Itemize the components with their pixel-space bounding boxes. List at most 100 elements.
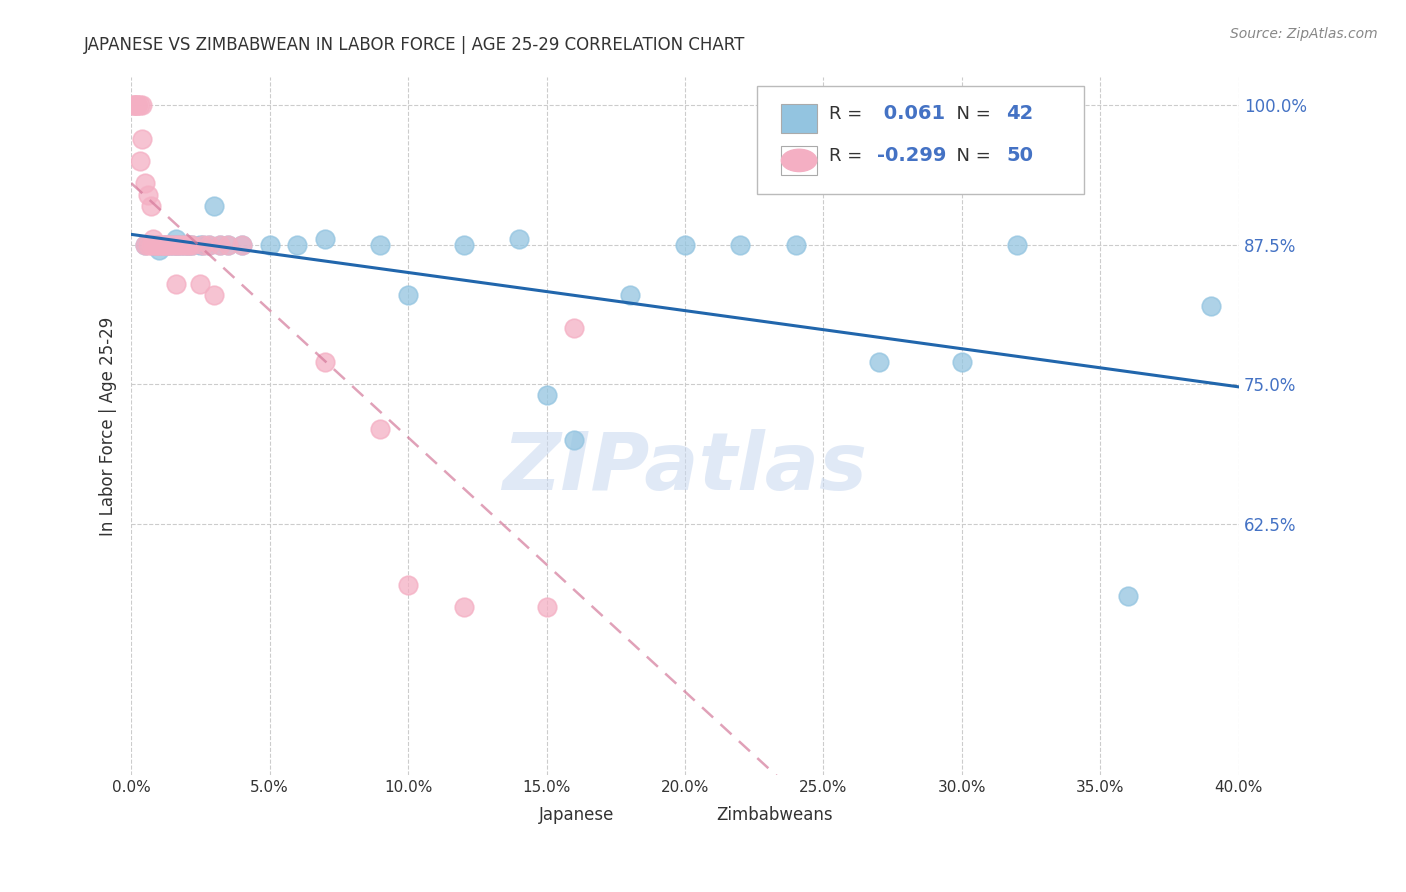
Point	[125, 98, 148, 112]
FancyBboxPatch shape	[782, 145, 817, 175]
Point	[396, 578, 419, 592]
Point	[314, 355, 336, 369]
Text: 50: 50	[1007, 146, 1033, 165]
Point	[181, 237, 204, 252]
FancyBboxPatch shape	[508, 805, 533, 827]
Text: R =: R =	[830, 104, 868, 123]
Point	[208, 237, 231, 252]
Point	[148, 244, 170, 258]
Point	[139, 237, 162, 252]
Point	[134, 177, 156, 191]
Point	[167, 237, 190, 252]
Point	[202, 288, 225, 302]
Text: ZIPatlas: ZIPatlas	[502, 429, 868, 507]
Point	[453, 600, 475, 615]
Point	[193, 237, 215, 252]
Point	[176, 237, 198, 252]
Point	[197, 237, 219, 252]
Point	[190, 277, 212, 291]
FancyBboxPatch shape	[782, 104, 817, 133]
Point	[128, 98, 150, 112]
Point	[145, 237, 167, 252]
Point	[730, 237, 752, 252]
Point	[208, 237, 231, 252]
Point	[181, 237, 204, 252]
Point	[396, 288, 419, 302]
Point	[131, 132, 153, 146]
Point	[453, 237, 475, 252]
Point	[217, 237, 239, 252]
FancyBboxPatch shape	[756, 86, 1084, 194]
Point	[165, 232, 187, 246]
Point	[170, 237, 193, 252]
Circle shape	[782, 149, 817, 171]
Point	[162, 237, 184, 252]
Point	[259, 237, 281, 252]
Point	[145, 237, 167, 252]
Point	[122, 98, 145, 112]
Point	[122, 98, 145, 112]
Point	[314, 232, 336, 246]
Point	[136, 187, 159, 202]
Point	[145, 237, 167, 252]
Point	[193, 237, 215, 252]
Point	[156, 237, 179, 252]
Point	[159, 237, 181, 252]
Point	[868, 355, 890, 369]
Point	[1007, 237, 1029, 252]
Point	[162, 237, 184, 252]
Text: N =: N =	[945, 104, 997, 123]
Text: N =: N =	[945, 146, 997, 164]
Y-axis label: In Labor Force | Age 25-29: In Labor Force | Age 25-29	[100, 317, 117, 536]
Point	[176, 237, 198, 252]
Point	[673, 237, 696, 252]
Point	[562, 321, 585, 335]
Point	[173, 237, 195, 252]
Point	[217, 237, 239, 252]
Point	[197, 237, 219, 252]
Point	[150, 237, 173, 252]
Point	[562, 433, 585, 447]
Point	[156, 237, 179, 252]
Point	[179, 237, 201, 252]
Text: Zimbabweans: Zimbabweans	[716, 806, 832, 824]
Point	[173, 237, 195, 252]
Point	[125, 98, 148, 112]
Point	[1199, 299, 1222, 313]
Text: Source: ZipAtlas.com: Source: ZipAtlas.com	[1230, 27, 1378, 41]
Point	[231, 237, 253, 252]
Point	[142, 237, 165, 252]
Point	[231, 237, 253, 252]
FancyBboxPatch shape	[685, 805, 710, 827]
Point	[370, 422, 392, 436]
Point	[165, 237, 187, 252]
Point	[131, 98, 153, 112]
Point	[136, 237, 159, 252]
Text: JAPANESE VS ZIMBABWEAN IN LABOR FORCE | AGE 25-29 CORRELATION CHART: JAPANESE VS ZIMBABWEAN IN LABOR FORCE | …	[84, 36, 745, 54]
Point	[536, 600, 558, 615]
Point	[148, 237, 170, 252]
Point	[148, 237, 170, 252]
Point	[142, 237, 165, 252]
Point	[370, 237, 392, 252]
Point	[536, 388, 558, 402]
Text: 42: 42	[1007, 104, 1033, 123]
Point	[167, 237, 190, 252]
Point	[950, 355, 973, 369]
Text: 0.061: 0.061	[876, 104, 945, 123]
Point	[159, 237, 181, 252]
Point	[202, 199, 225, 213]
Text: Japanese: Japanese	[538, 806, 614, 824]
Point	[156, 237, 179, 252]
Text: R =: R =	[830, 146, 868, 164]
Point	[134, 237, 156, 252]
Point	[190, 237, 212, 252]
Point	[122, 98, 145, 112]
Point	[148, 237, 170, 252]
Point	[165, 277, 187, 291]
Point	[165, 237, 187, 252]
Point	[153, 237, 176, 252]
Point	[128, 154, 150, 169]
Point	[1116, 589, 1139, 603]
Point	[508, 232, 530, 246]
